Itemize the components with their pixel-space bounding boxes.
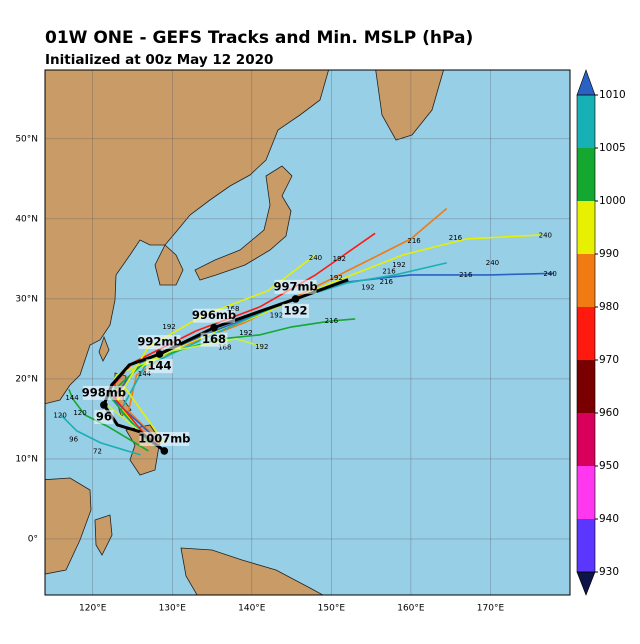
hour-label: 168 bbox=[202, 332, 226, 346]
y-tick-label: 10°N bbox=[15, 454, 38, 464]
colorbar-segment bbox=[577, 307, 595, 360]
colorbar-tick-label: 990 bbox=[599, 248, 619, 260]
colorbar-tick-label: 1005 bbox=[599, 142, 626, 154]
mean-dot bbox=[160, 447, 169, 455]
x-tick-label: 130°E bbox=[159, 604, 187, 614]
label-box bbox=[193, 308, 236, 323]
colorbar-frame bbox=[576, 94, 596, 573]
hour-label: 192 bbox=[392, 261, 405, 269]
label-box bbox=[94, 409, 114, 424]
y-tick-label: 40°N bbox=[15, 214, 38, 224]
hour-label: 240 bbox=[539, 232, 552, 240]
hour-label: 96 bbox=[96, 409, 112, 423]
hour-label: 144 bbox=[138, 370, 152, 378]
colorbar-tick-label: 1000 bbox=[599, 195, 626, 207]
label-box bbox=[138, 335, 181, 350]
y-tick-label: 50°N bbox=[15, 134, 38, 144]
pressure-label: 998mb bbox=[82, 385, 126, 399]
hour-label: 192 bbox=[270, 312, 283, 320]
hour-label: 216 bbox=[459, 271, 473, 279]
hour-label: 144 bbox=[65, 394, 79, 402]
hour-label: 216 bbox=[449, 234, 463, 242]
mean-dot bbox=[100, 401, 108, 409]
colorbar-segment bbox=[577, 148, 595, 201]
pressure-label: 1007mb bbox=[138, 431, 190, 445]
hour-label: 192 bbox=[333, 255, 346, 263]
subtitle: Initialized at 00z May 12 2020 bbox=[45, 52, 273, 68]
x-tick-label: 160°E bbox=[397, 604, 425, 614]
x-tick-label: 120°E bbox=[79, 604, 107, 614]
hour-label: 240 bbox=[309, 254, 322, 262]
hour-label: 96 bbox=[69, 436, 78, 444]
title: 01W ONE - GEFS Tracks and Min. MSLP (hPa… bbox=[45, 28, 473, 48]
hour-label: 120 bbox=[73, 409, 86, 417]
ensemble-track bbox=[103, 338, 265, 436]
colorbar-over bbox=[576, 69, 596, 96]
hour-label: 192 bbox=[329, 274, 342, 282]
mean-dot bbox=[155, 350, 164, 358]
colorbar-under bbox=[576, 571, 596, 596]
ensemble-track bbox=[127, 207, 448, 444]
label-box bbox=[282, 303, 309, 318]
x-tick-label: 170°E bbox=[477, 604, 505, 614]
hour-label: 72 bbox=[93, 448, 102, 456]
hour-label: 240 bbox=[543, 270, 556, 278]
hour-label: 216 bbox=[380, 278, 394, 286]
mean-dot bbox=[210, 323, 218, 332]
pressure-label: 996mb bbox=[192, 308, 236, 322]
hour-label: 144 bbox=[148, 359, 172, 373]
colorbar-tick-label: 940 bbox=[599, 513, 619, 525]
map-layer: 2402402402402162162162162162161921921921… bbox=[45, 70, 570, 595]
colorbar-tick-label: 980 bbox=[599, 301, 619, 313]
ensemble-track bbox=[119, 262, 447, 448]
y-tick-label: 30°N bbox=[15, 294, 38, 304]
x-tick-label: 150°E bbox=[318, 604, 346, 614]
colorbar-tick-label: 970 bbox=[599, 354, 619, 366]
label-box bbox=[82, 385, 125, 400]
mean-dot bbox=[291, 295, 300, 303]
ensemble-track bbox=[60, 414, 141, 456]
y-tick-label: 20°N bbox=[15, 374, 38, 384]
colorbar-segment bbox=[577, 95, 595, 148]
hour-label: 192 bbox=[284, 303, 308, 317]
hour-label: 192 bbox=[255, 343, 268, 351]
hour-label: 192 bbox=[162, 323, 175, 331]
hour-label: 192 bbox=[361, 284, 374, 292]
label-box bbox=[146, 359, 173, 374]
hour-label: 240 bbox=[486, 259, 499, 267]
colorbar-segment bbox=[577, 413, 595, 466]
label-box bbox=[274, 279, 317, 294]
hour-label: 192 bbox=[239, 329, 252, 337]
colorbar-segment bbox=[577, 254, 595, 307]
x-tick-label: 140°E bbox=[238, 604, 266, 614]
ensemble-track bbox=[68, 388, 149, 452]
colorbar-segment bbox=[577, 466, 595, 519]
pressure-label: 992mb bbox=[137, 335, 181, 349]
hour-label: 168 bbox=[218, 344, 231, 352]
map-frame bbox=[44, 69, 571, 596]
hour-label: 216 bbox=[382, 268, 396, 276]
hour-label: 216 bbox=[325, 317, 339, 325]
colorbar-tick-label: 930 bbox=[599, 566, 619, 578]
colorbar-segment bbox=[577, 519, 595, 572]
colorbar-segment bbox=[577, 360, 595, 413]
label-box bbox=[139, 431, 190, 446]
label-box bbox=[200, 332, 228, 347]
hour-label: 216 bbox=[407, 237, 421, 245]
pressure-label: 997mb bbox=[273, 279, 317, 293]
mean-track bbox=[102, 278, 349, 453]
y-tick-label: 0° bbox=[28, 534, 38, 544]
colorbar-tick-label: 1010 bbox=[599, 89, 626, 101]
hour-label: 120 bbox=[53, 412, 66, 420]
colorbar-segment bbox=[577, 201, 595, 254]
colorbar-tick-label: 950 bbox=[599, 460, 619, 472]
colorbar-tick-label: 960 bbox=[599, 407, 619, 419]
